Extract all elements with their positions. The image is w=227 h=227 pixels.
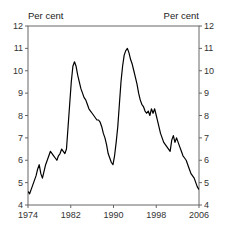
y2-tick-label: 6 xyxy=(204,155,209,165)
y2-tick-label: 7 xyxy=(204,133,209,143)
y2-tick xyxy=(199,93,202,94)
y2-tick-label: 4 xyxy=(204,200,209,210)
y-tick xyxy=(25,137,28,138)
y-tick-label: 7 xyxy=(18,133,23,143)
y-tick xyxy=(25,48,28,49)
plot-area xyxy=(28,48,199,193)
y2-tick-label: 8 xyxy=(204,111,209,121)
y-tick xyxy=(25,93,28,94)
y-tick-label: 9 xyxy=(18,88,23,98)
y-tick-label: 8 xyxy=(18,111,23,121)
y2-tick xyxy=(199,70,202,71)
y-tick-label: 12 xyxy=(13,21,23,31)
y2-tick xyxy=(199,48,202,49)
y-tick xyxy=(25,182,28,183)
y-tick-label: 11 xyxy=(14,43,23,53)
y-tick xyxy=(25,115,28,116)
y-tick-label: 5 xyxy=(18,178,23,188)
x-tick xyxy=(70,205,71,208)
chart: 1974198219901998200645678910111245678910… xyxy=(0,0,227,227)
y-tick xyxy=(25,70,28,71)
y-tick-label: 6 xyxy=(18,155,23,165)
y2-axis-label: Per cent xyxy=(164,10,200,21)
x-tick xyxy=(156,205,157,208)
plot-frame xyxy=(28,26,199,205)
y-tick xyxy=(25,160,28,161)
x-tick-label: 1982 xyxy=(61,210,81,220)
x-tick-label: 1990 xyxy=(103,210,123,220)
x-tick-label: 2006 xyxy=(189,210,209,220)
y-tick xyxy=(25,205,28,206)
y2-tick xyxy=(199,26,202,27)
y2-tick xyxy=(199,115,202,116)
y2-tick-label: 9 xyxy=(204,88,209,98)
y-tick-label: 10 xyxy=(13,66,23,76)
y2-tick xyxy=(199,205,202,206)
y-axis-label: Per cent xyxy=(28,10,64,21)
y2-tick-label: 11 xyxy=(204,43,213,53)
x-tick-label: 1998 xyxy=(146,210,166,220)
y2-tick xyxy=(199,160,202,161)
x-tick xyxy=(113,205,114,208)
y2-tick-label: 12 xyxy=(204,21,214,31)
y-tick xyxy=(25,26,28,27)
y2-tick xyxy=(199,137,202,138)
line xyxy=(28,48,199,193)
y2-tick-label: 5 xyxy=(204,178,209,188)
x-tick-label: 1974 xyxy=(18,210,38,220)
y2-tick xyxy=(199,182,202,183)
y-tick-label: 4 xyxy=(18,200,23,210)
y2-tick-label: 10 xyxy=(204,66,214,76)
axes: 1974198219901998200645678910111245678910… xyxy=(13,21,214,220)
